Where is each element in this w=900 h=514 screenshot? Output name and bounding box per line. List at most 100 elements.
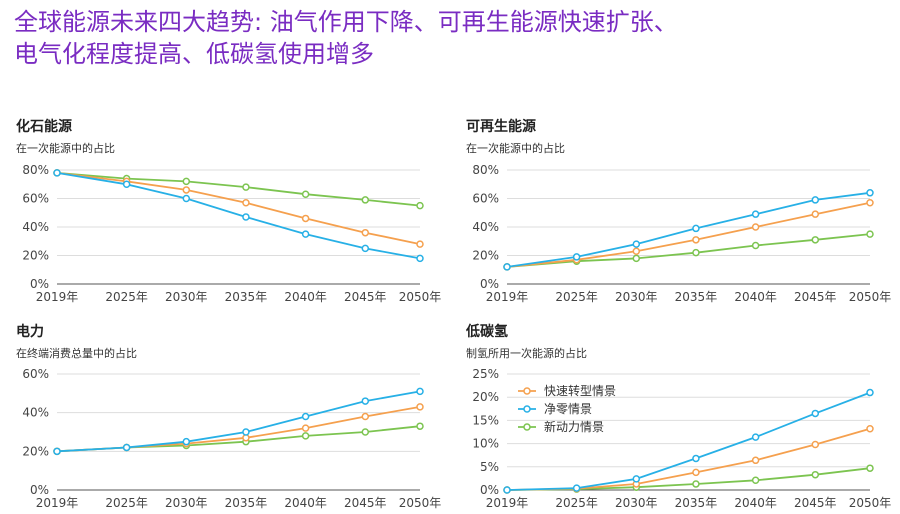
hydrogen-series-netzero-point bbox=[632, 475, 641, 483]
title-line-2: 电气化程度提高、低碳氢使用增多 bbox=[14, 40, 374, 68]
fossil-series-rapid-point bbox=[361, 228, 370, 237]
fossil-series-momentum-point bbox=[242, 183, 250, 191]
renewables-xtick-label: 2040年 bbox=[734, 290, 777, 304]
renewables-series-netzero-point bbox=[572, 253, 581, 261]
renewables-ytick-label: 20% bbox=[472, 249, 499, 263]
electricity-xtick-label: 2045年 bbox=[344, 496, 387, 510]
fossil-ytick-label: 0% bbox=[30, 277, 49, 291]
electricity-ytick-label: 40% bbox=[22, 406, 49, 420]
hydrogen-xtick-label: 2040年 bbox=[734, 496, 777, 510]
title-line-1: 全球能源未来四大趋势: 油气作用下降、可再生能源快速扩张、 bbox=[14, 8, 678, 36]
hydrogen-series-rapid-point bbox=[811, 440, 820, 449]
panel-subtitle-fossil: 在一次能源中的占比 bbox=[16, 142, 115, 155]
electricity-xtick-label: 2025年 bbox=[105, 496, 148, 510]
renewables-xtick-label: 2035年 bbox=[675, 290, 718, 304]
legend-marker-rapid bbox=[523, 387, 531, 395]
fossil-ytick-label: 20% bbox=[22, 249, 49, 263]
hydrogen-series-momentum-point bbox=[751, 476, 760, 485]
fossil-xtick-label: 2025年 bbox=[105, 290, 148, 304]
fossil-series-momentum-point bbox=[301, 190, 310, 198]
legend-label-rapid: 快速转型情景 bbox=[544, 383, 616, 398]
hydrogen-series-netzero-point bbox=[866, 388, 874, 397]
hydrogen-series-rapid-line bbox=[506, 427, 871, 491]
electricity-series-netzero-point bbox=[301, 412, 310, 421]
renewables-series-rapid-point bbox=[751, 223, 760, 231]
hydrogen-series-rapid-point bbox=[751, 456, 760, 465]
hydrogen-ytick-label: 20% bbox=[472, 390, 499, 404]
electricity-xtick-label: 2050年 bbox=[399, 496, 442, 510]
fossil-series-momentum-point bbox=[361, 196, 370, 204]
renewables-series-momentum-point bbox=[811, 236, 820, 244]
renewables-xtick-label: 2019年 bbox=[486, 290, 529, 304]
fossil-xtick-label: 2040年 bbox=[284, 290, 327, 304]
renewables-series-momentum-point bbox=[692, 248, 700, 257]
fossil-series-netzero-point bbox=[122, 180, 131, 188]
hydrogen-series-netzero-point bbox=[503, 486, 511, 494]
fossil-series-netzero-point bbox=[242, 213, 250, 221]
fossil-xtick-label: 2045年 bbox=[344, 290, 387, 304]
panel-title-renewables: 可再生能源 bbox=[466, 119, 536, 135]
electricity-series-momentum-point bbox=[416, 422, 424, 430]
electricity-series-netzero-point bbox=[122, 443, 131, 452]
fossil-ytick-label: 60% bbox=[22, 192, 49, 206]
renewables-series-netzero-point bbox=[866, 189, 874, 197]
fossil-xtick-label: 2030年 bbox=[165, 290, 208, 304]
electricity-series-rapid-point bbox=[416, 403, 424, 411]
fossil-xtick-label: 2035年 bbox=[225, 290, 268, 304]
hydrogen-xtick-label: 2035年 bbox=[675, 496, 718, 510]
electricity-ytick-label: 60% bbox=[22, 367, 49, 381]
fossil-series-netzero-point bbox=[301, 230, 310, 238]
hydrogen-series-netzero-point bbox=[811, 409, 820, 418]
electricity-xtick-label: 2030年 bbox=[165, 496, 208, 510]
legend-label-momentum: 新动力情景 bbox=[544, 419, 604, 434]
fossil-xtick-label: 2050年 bbox=[399, 290, 442, 304]
renewables-series-momentum-point bbox=[866, 230, 874, 238]
electricity-series-netzero-point bbox=[182, 437, 191, 446]
legend-marker-momentum bbox=[523, 423, 531, 431]
hydrogen-xtick-label: 2050年 bbox=[849, 496, 892, 510]
fossil-series-rapid-point bbox=[301, 214, 310, 223]
hydrogen-xtick-label: 2025年 bbox=[555, 496, 598, 510]
hydrogen-series-momentum-point bbox=[692, 480, 700, 488]
fossil-series-netzero-point bbox=[53, 169, 61, 177]
electricity-series-rapid-point bbox=[301, 424, 310, 432]
electricity-series-rapid-point bbox=[361, 412, 370, 421]
panel-subtitle-renewables: 在一次能源中的占比 bbox=[466, 142, 565, 155]
renewables-series-netzero-point bbox=[632, 240, 641, 248]
hydrogen-ytick-label: 10% bbox=[472, 437, 499, 451]
panel-title-fossil: 化石能源 bbox=[16, 119, 72, 135]
hydrogen-series-momentum-point bbox=[866, 464, 874, 472]
renewables-series-netzero-point bbox=[811, 196, 820, 204]
renewables-series-netzero-point bbox=[751, 210, 760, 218]
hydrogen-series-netzero-point bbox=[572, 484, 581, 492]
panel-title-hydrogen: 低碳氢 bbox=[466, 324, 508, 340]
electricity-ytick-label: 20% bbox=[22, 444, 49, 458]
hydrogen-ytick-label: 25% bbox=[472, 367, 499, 381]
electricity-series-momentum-point bbox=[301, 432, 310, 440]
hydrogen-xtick-label: 2045年 bbox=[794, 496, 837, 510]
electricity-xtick-label: 2019年 bbox=[36, 496, 79, 510]
hydrogen-ytick-label: 5% bbox=[480, 460, 499, 474]
renewables-xtick-label: 2025年 bbox=[555, 290, 598, 304]
renewables-ytick-label: 0% bbox=[480, 277, 499, 291]
panel-subtitle-electricity: 在终端消费总量中的占比 bbox=[16, 347, 137, 360]
hydrogen-xtick-label: 2030年 bbox=[615, 496, 658, 510]
renewables-xtick-label: 2050年 bbox=[849, 290, 892, 304]
hydrogen-series-netzero-point bbox=[692, 454, 700, 463]
fossil-ytick-label: 80% bbox=[22, 163, 49, 177]
hydrogen-xtick-label: 2019年 bbox=[486, 496, 529, 510]
fossil-series-netzero-point bbox=[416, 254, 424, 263]
renewables-series-netzero-point bbox=[503, 263, 511, 271]
renewables-series-momentum-point bbox=[632, 254, 641, 263]
electricity-series-netzero-point bbox=[242, 428, 250, 436]
fossil-series-momentum-point bbox=[182, 177, 191, 186]
renewables-xtick-label: 2030年 bbox=[615, 290, 658, 304]
electricity-xtick-label: 2035年 bbox=[225, 496, 268, 510]
renewables-xtick-label: 2045年 bbox=[794, 290, 837, 304]
hydrogen-series-momentum-point bbox=[811, 470, 820, 479]
legend-marker-netzero bbox=[523, 405, 531, 413]
renewables-series-rapid-point bbox=[692, 236, 700, 244]
electricity-series-netzero-point bbox=[416, 387, 424, 396]
electricity-series-netzero-point bbox=[53, 447, 61, 456]
